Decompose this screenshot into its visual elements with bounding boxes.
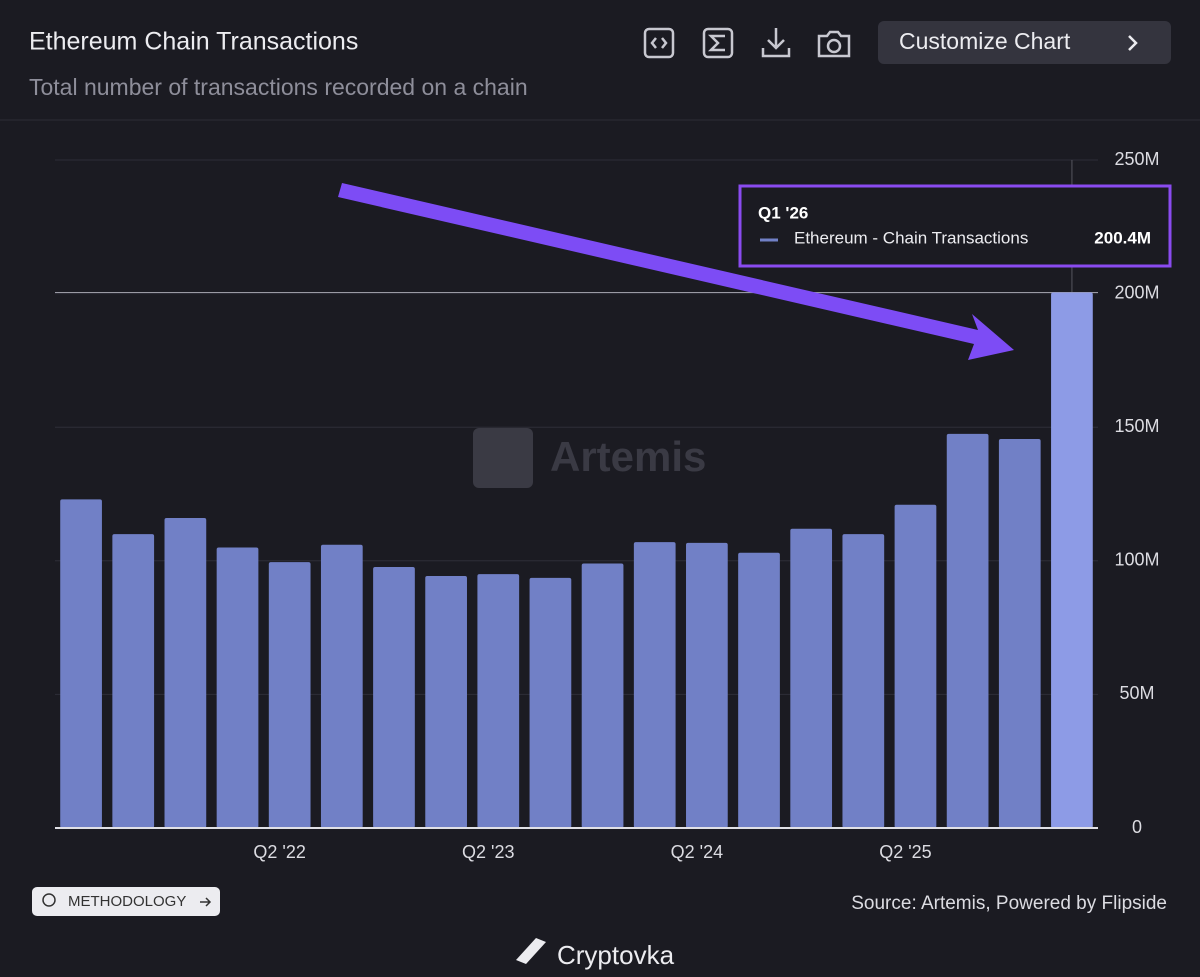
bar xyxy=(60,499,102,828)
bar xyxy=(529,577,572,828)
bar xyxy=(425,576,467,828)
sum-icon[interactable] xyxy=(702,27,734,59)
download-icon[interactable] xyxy=(761,28,791,58)
bar xyxy=(477,574,520,828)
tooltip-title: Q1 '26 xyxy=(758,203,808,222)
subtitle: Total number of transactions recorded on… xyxy=(29,74,528,100)
bar xyxy=(320,544,363,828)
y-tick-label: 50M xyxy=(1119,683,1154,703)
bar xyxy=(581,563,624,828)
y-tick-label: 0 xyxy=(1132,817,1142,837)
methodology-button[interactable] xyxy=(32,887,220,916)
bar xyxy=(633,542,676,828)
tooltip-value: 200.4M xyxy=(1094,228,1151,247)
bar xyxy=(373,566,415,828)
methodology-label: METHODOLOGY xyxy=(68,893,186,910)
customize-label: Customize Chart xyxy=(899,28,1071,54)
x-tick-label: Q2 '23 xyxy=(462,842,514,862)
bar xyxy=(216,547,259,828)
camera-icon[interactable] xyxy=(817,30,851,58)
sum-glyph xyxy=(707,34,725,52)
camera-lens xyxy=(826,38,842,54)
bar xyxy=(894,504,937,828)
embed-glyph xyxy=(650,37,668,49)
x-tick-label: Q2 '25 xyxy=(879,842,931,862)
toolbar xyxy=(643,27,851,59)
source: Source: Artemis, Powered by Flipside xyxy=(851,893,1167,914)
bar xyxy=(112,534,155,828)
methodology-arrow xyxy=(200,897,212,907)
brand: Cryptovka xyxy=(557,940,675,970)
tooltip: Q1 '26 Ethereum - Chain Transactions 200… xyxy=(738,184,1172,268)
bar xyxy=(686,542,728,828)
tooltip-series: Ethereum - Chain Transactions xyxy=(794,228,1028,247)
arrow-annotation xyxy=(338,183,1014,360)
bar xyxy=(998,438,1041,828)
bar xyxy=(164,518,207,828)
tooltip-box xyxy=(738,184,1172,268)
bar xyxy=(1051,292,1093,828)
watermark: Artemis xyxy=(550,433,706,480)
brand-logo xyxy=(516,938,546,964)
bar xyxy=(946,433,989,828)
bar xyxy=(738,552,780,828)
customize-button[interactable] xyxy=(878,21,1171,64)
watermark-logo xyxy=(473,428,533,488)
title: Ethereum Chain Transactions xyxy=(29,28,358,56)
y-tick-label: 150M xyxy=(1114,416,1159,436)
bar xyxy=(790,528,833,828)
bulb-icon xyxy=(42,893,56,907)
bar xyxy=(842,534,885,828)
plot: 0 50M 100M 150M 200M 250M Q2 '22 Q2 '23 Q2 '24 Q2… xyxy=(55,149,1160,862)
chevron xyxy=(1128,35,1138,51)
x-tick-label: Q2 '22 xyxy=(253,842,305,862)
bar xyxy=(268,562,311,828)
y-tick-label: 100M xyxy=(1114,550,1159,570)
embed-icon[interactable] xyxy=(643,27,675,59)
y-tick-label: 200M xyxy=(1114,282,1159,302)
x-tick-label: Q2 '24 xyxy=(671,842,723,862)
y-tick-label: 250M xyxy=(1114,149,1159,169)
